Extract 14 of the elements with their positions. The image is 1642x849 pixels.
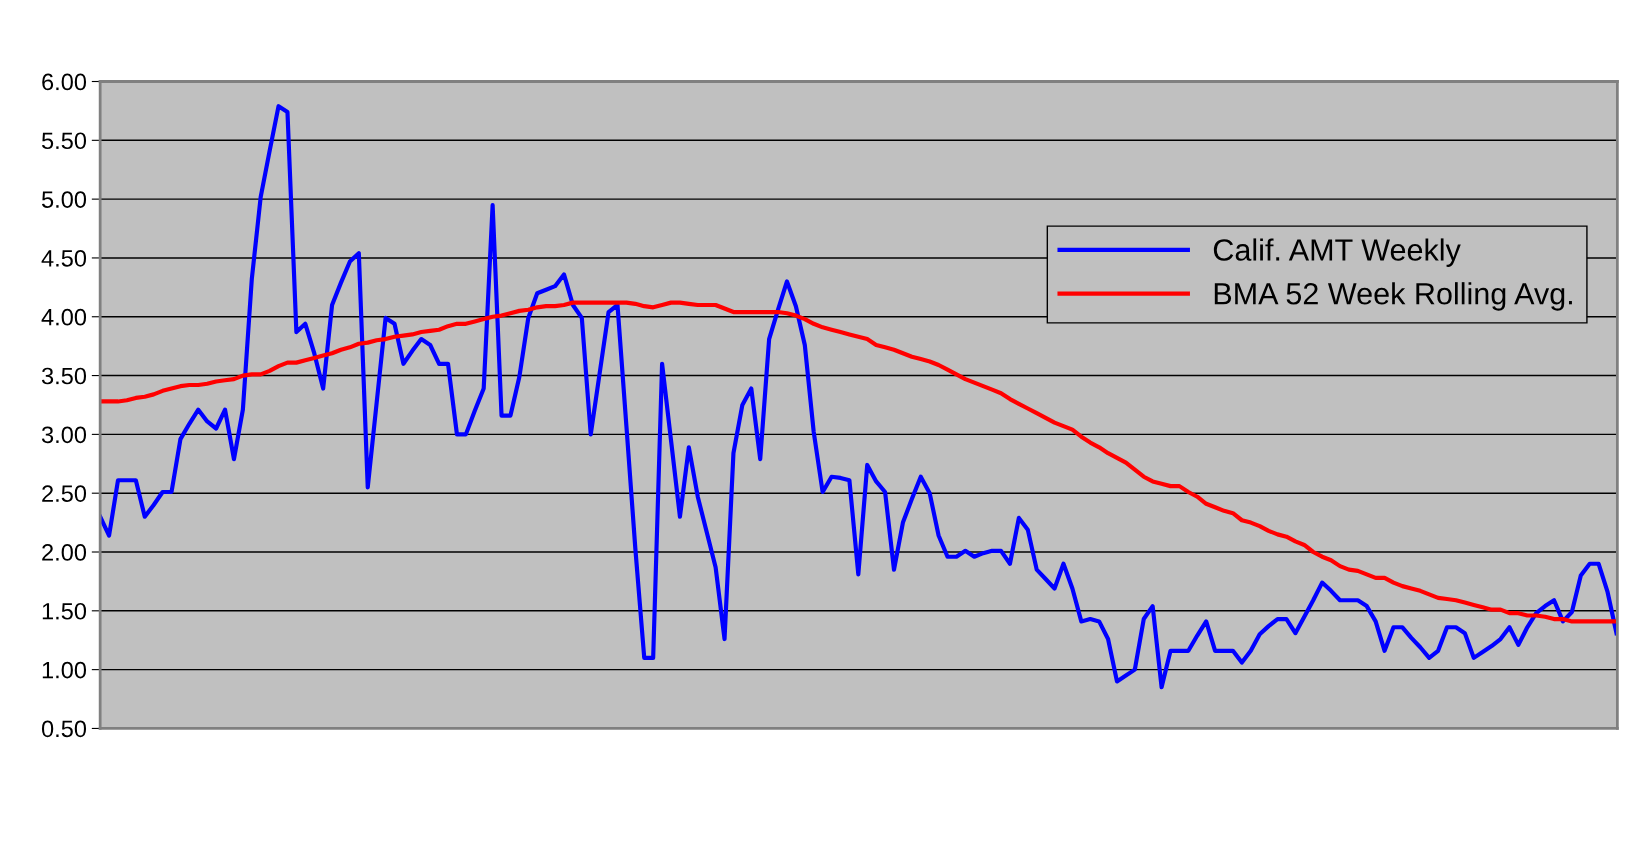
legend-label: BMA 52 Week Rolling Avg. [1214, 282, 1572, 311]
y-tick-label: 1.50 [42, 602, 87, 620]
y-tick-label: 2.00 [42, 544, 87, 561]
y-tick-label: 4.50 [41, 250, 87, 267]
legend-label: Calif. AMT Weekly [1213, 238, 1461, 267]
y-tick-label: 1.00 [42, 661, 87, 679]
y-tick-label: 0.50 [41, 720, 87, 738]
y-tick-label: 5.00 [41, 191, 87, 208]
y-tick-label: 5.50 [41, 132, 87, 150]
y-tick-label: 3.00 [41, 426, 87, 444]
y-tick-label: 4.00 [41, 308, 87, 326]
y-tick-label: 3.50 [41, 367, 87, 385]
y-tick-label: 6.00 [42, 73, 87, 91]
y-tick-label: 2.50 [42, 485, 87, 502]
